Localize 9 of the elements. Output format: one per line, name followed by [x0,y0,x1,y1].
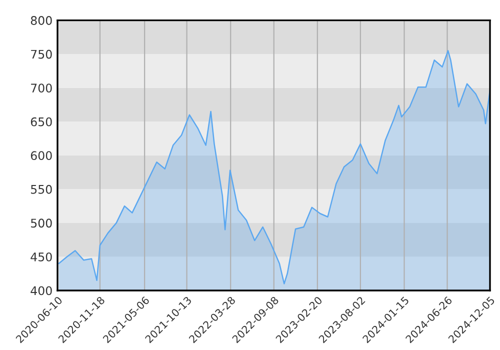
y-tick-label: 400 [30,286,52,296]
y-tick-label: 750 [31,50,52,59]
y-tick-label: 500 [31,218,52,228]
y-tick-label: 600 [30,151,52,160]
y-tick-label: 550 [31,184,52,194]
y-tick-label: 800 [30,16,52,25]
y-tick-label: 650 [30,117,52,126]
y-tick-label: 700 [31,84,52,93]
y-tick-label: 450 [30,252,52,262]
